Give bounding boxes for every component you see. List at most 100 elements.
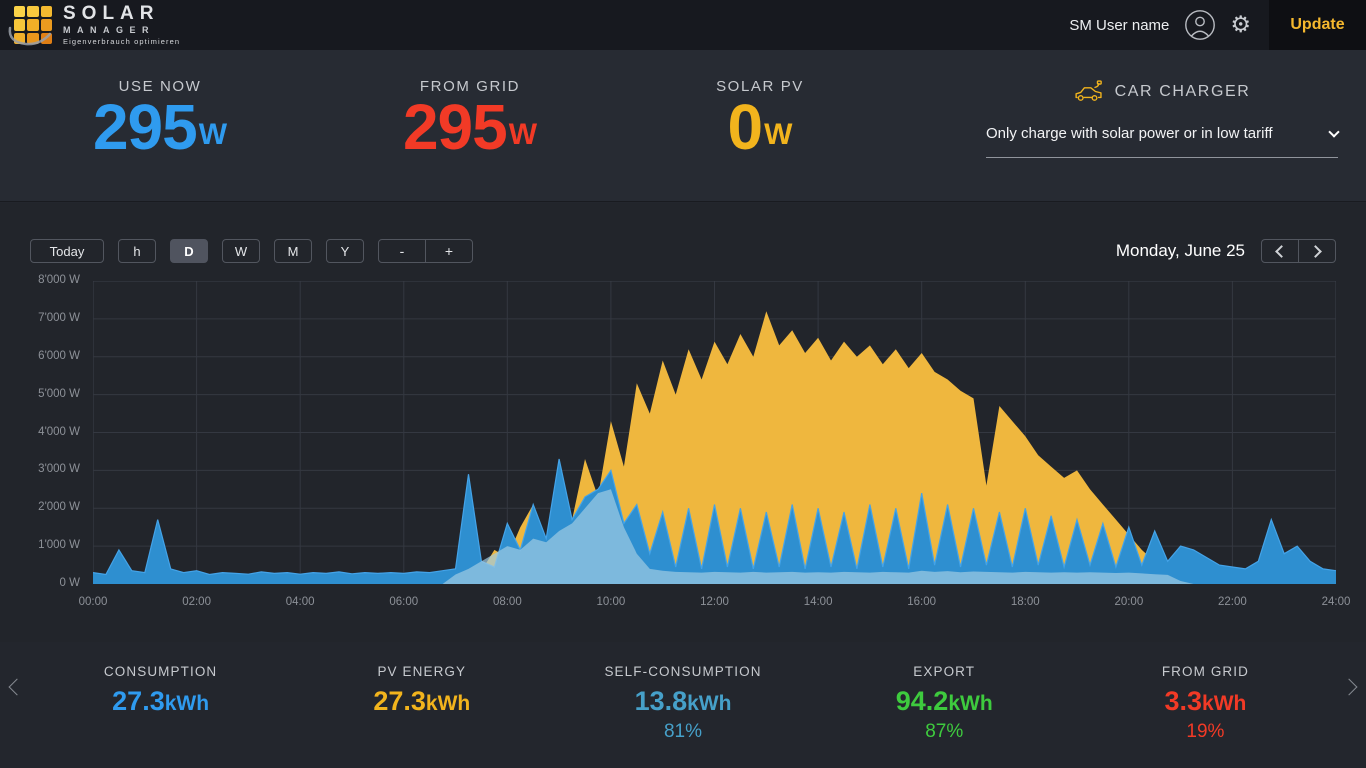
use-now-value: 295 <box>92 91 198 163</box>
car-charger-panel: CAR CHARGER Only charge with solar power… <box>900 50 1366 201</box>
previous-day-button[interactable] <box>1262 240 1298 262</box>
y-tick-label: 3'000 W <box>38 463 80 476</box>
power-chart[interactable] <box>93 281 1336 584</box>
logo-subtitle: MANAGER <box>63 25 155 36</box>
export-unit: kWh <box>948 692 993 715</box>
from-grid-unit: W <box>508 118 538 152</box>
chevron-right-icon <box>1340 678 1358 696</box>
stat-solar-pv: SOLAR PV 0 W <box>620 50 900 201</box>
zoom-button-group: - + <box>378 239 473 263</box>
x-tick-label: 16:00 <box>907 596 937 608</box>
car-charger-label: CAR CHARGER <box>1114 82 1251 100</box>
from-grid-kwh-value: 3.3 <box>1164 686 1203 716</box>
user-account-icon[interactable] <box>1184 9 1216 41</box>
x-tick-label: 02:00 <box>182 596 211 608</box>
scale-day-button[interactable]: D <box>170 239 208 263</box>
ev-car-icon <box>1075 80 1102 101</box>
pv-energy-value: 27.3 <box>373 686 426 716</box>
x-tick-label: 24:00 <box>1321 596 1351 608</box>
bottom-stat-label: PV ENERGY <box>377 664 467 679</box>
logo-tagline: Eigenverbrauch optimieren <box>63 37 181 47</box>
x-tick-label: 22:00 <box>1218 596 1247 608</box>
live-stats-band: USE NOW 295 W FROM GRID 295 W SOLAR PV 0… <box>0 50 1366 202</box>
y-tick-label: 0 W <box>59 577 80 589</box>
y-tick-label: 8'000 W <box>38 274 80 286</box>
x-tick-label: 04:00 <box>285 596 315 608</box>
car-charger-mode-select[interactable]: Only charge with solar power or in low t… <box>986 125 1340 158</box>
export-value: 94.2 <box>895 686 949 716</box>
settings-gear-icon[interactable]: ⚙ <box>1230 12 1251 38</box>
bottom-stat-consumption: CONSUMPTION 27.3kWh <box>30 664 291 768</box>
solar-pv-unit: W <box>764 118 793 152</box>
export-percent: 87% <box>925 721 964 742</box>
x-tick-label: 08:00 <box>492 596 522 608</box>
zoom-out-button[interactable]: - <box>399 243 405 259</box>
bottom-stat-from-grid: FROM GRID 3.3kWh 19% <box>1075 664 1336 768</box>
top-navbar: SOLAR MANAGER Eigenverbrauch optimieren … <box>0 0 1366 50</box>
self-consumption-percent: 81% <box>663 721 703 742</box>
bottom-stat-pv-energy: PV ENERGY 27.3kWh <box>291 664 552 768</box>
car-charger-selected-option: Only charge with solar power or in low t… <box>986 125 1273 142</box>
scale-year-button[interactable]: Y <box>326 239 364 263</box>
y-tick-label: 4'000 W <box>38 425 80 438</box>
carousel-left-button[interactable] <box>8 678 26 698</box>
user-name-label: SM User name <box>1069 16 1170 34</box>
self-consumption-value: 13.8 <box>634 686 688 716</box>
solar-manager-logo: SOLAR MANAGER Eigenverbrauch optimieren <box>8 3 181 47</box>
scale-month-button[interactable]: M <box>274 239 312 263</box>
today-button[interactable]: Today <box>30 239 104 263</box>
bottom-stat-label: SELF-CONSUMPTION <box>604 664 762 679</box>
y-tick-label: 1'000 W <box>38 539 80 552</box>
self-consumption-unit: kWh <box>687 692 732 715</box>
bottom-stat-label: FROM GRID <box>1161 664 1249 679</box>
x-tick-label: 18:00 <box>1010 596 1040 608</box>
chevron-left-icon <box>1275 244 1288 258</box>
update-button[interactable]: Update <box>1269 0 1366 50</box>
daily-energy-stats: CONSUMPTION 27.3kWh PV ENERGY 27.3kWh SE… <box>0 642 1366 768</box>
scale-week-button[interactable]: W <box>222 239 260 263</box>
stat-label: SOLAR PV <box>716 78 804 95</box>
consumption-percent <box>30 721 291 743</box>
chart-section: Today h D W M Y - + Monday, June 25 8'00… <box>0 203 1366 642</box>
consumption-value: 27.3 <box>112 686 165 716</box>
y-tick-label: 6'000 W <box>38 349 80 362</box>
x-tick-label: 00:00 <box>78 596 108 608</box>
stat-from-grid: FROM GRID 295 W <box>320 50 620 201</box>
y-tick-label: 5'000 W <box>38 387 80 400</box>
stat-label: USE NOW <box>118 78 202 95</box>
zoom-in-button[interactable]: + <box>425 240 472 262</box>
use-now-unit: W <box>198 118 228 152</box>
scale-hour-button[interactable]: h <box>118 239 156 263</box>
y-tick-label: 2'000 W <box>38 501 80 514</box>
bottom-stat-label: CONSUMPTION <box>103 664 218 679</box>
date-nav-group <box>1261 239 1336 263</box>
chart-toolbar: Today h D W M Y - + Monday, June 25 <box>30 239 1336 263</box>
stat-use-now: USE NOW 295 W <box>0 50 320 201</box>
from-grid-value: 295 <box>402 91 508 163</box>
solar-pv-value: 0 <box>727 91 764 163</box>
chevron-right-icon <box>1309 244 1322 258</box>
logo-title: SOLAR <box>63 3 160 25</box>
from-grid-kwh-unit: kWh <box>1202 692 1247 715</box>
bottom-stat-label: EXPORT <box>913 664 976 679</box>
pv-energy-unit: kWh <box>425 692 471 715</box>
chevron-down-icon <box>1328 125 1340 138</box>
consumption-unit: kWh <box>164 692 210 715</box>
bottom-stat-export: EXPORT 94.2kWh 87% <box>814 664 1075 768</box>
bottom-stat-self-consumption: SELF-CONSUMPTION 13.8kWh 81% <box>552 664 813 768</box>
x-tick-label: 14:00 <box>803 596 833 608</box>
x-tick-label: 12:00 <box>700 596 729 608</box>
pv-energy-percent <box>291 721 552 743</box>
y-tick-label: 7'000 W <box>38 311 80 324</box>
solar-panel-logo-icon <box>8 6 52 46</box>
current-date-label: Monday, June 25 <box>1115 241 1245 260</box>
x-tick-label: 20:00 <box>1114 596 1144 608</box>
next-day-button[interactable] <box>1298 240 1335 262</box>
x-tick-label: 06:00 <box>389 596 419 608</box>
carousel-right-button[interactable] <box>1340 678 1358 698</box>
from-grid-percent: 19% <box>1186 721 1225 742</box>
stat-label: FROM GRID <box>419 78 521 95</box>
chevron-left-icon <box>8 678 26 696</box>
x-tick-label: 10:00 <box>596 596 626 608</box>
